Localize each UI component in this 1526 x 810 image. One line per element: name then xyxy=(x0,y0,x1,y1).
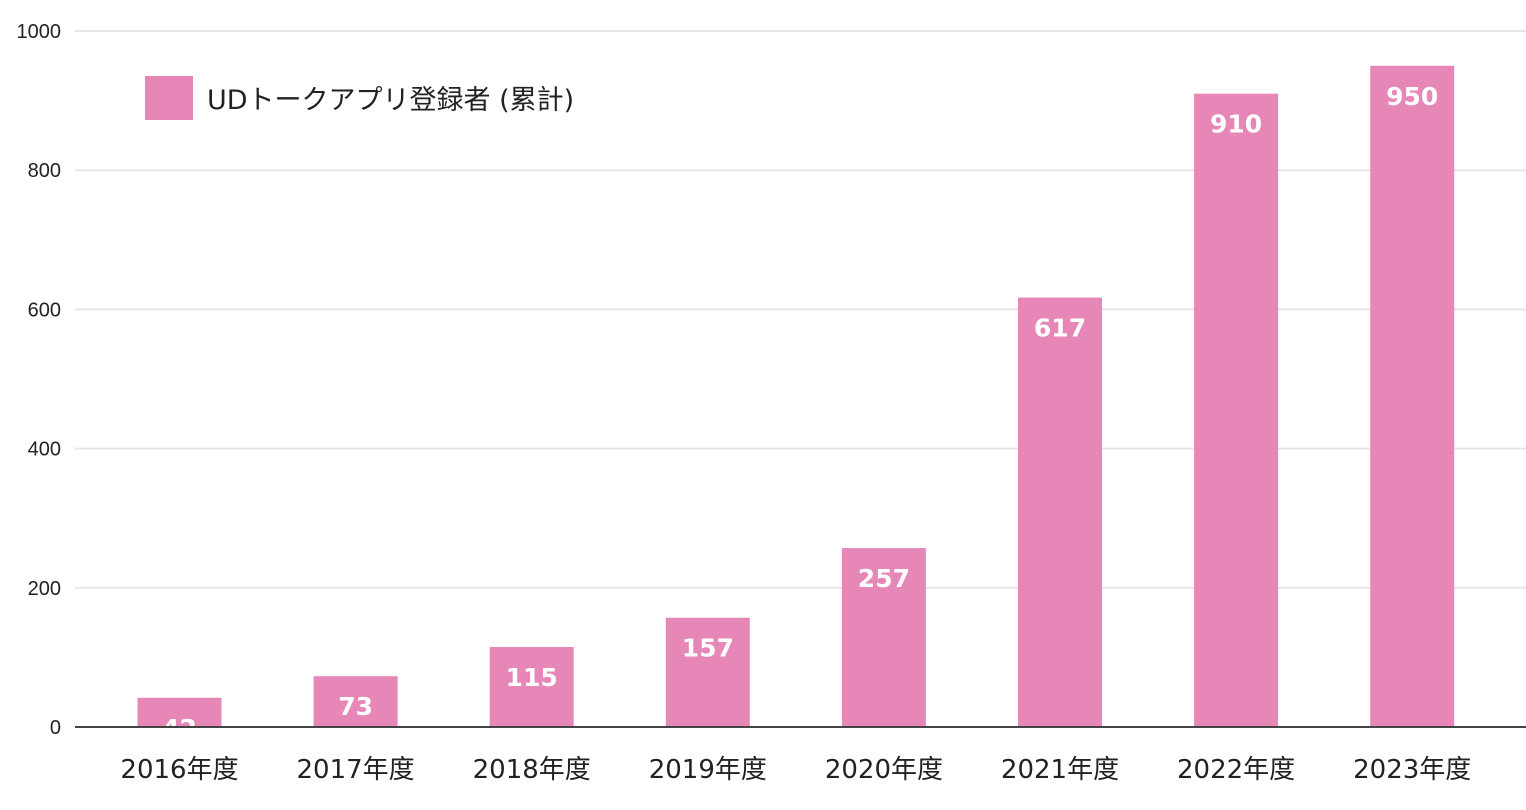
legend: UDトークアプリ登録者 (累計) xyxy=(145,76,574,120)
bar xyxy=(665,617,750,727)
y-tick-label: 800 xyxy=(28,160,61,182)
bar xyxy=(489,646,574,727)
x-tick-label: 2021年度 xyxy=(1001,755,1119,785)
bar xyxy=(1194,93,1279,727)
x-tick-label: 2023年度 xyxy=(1353,755,1471,785)
y-tick-label: 600 xyxy=(28,299,61,321)
bars-layer: 42 73 115 157 257 617 910 950 xyxy=(137,65,1455,743)
x-tick-label: 2016年度 xyxy=(120,755,238,785)
x-tick-label: 2020年度 xyxy=(825,755,943,785)
axis-layer: 0 200 400 600 800 1000 2016年度 2017年度 2018年度 2019年… xyxy=(17,21,1526,785)
data-label: 157 xyxy=(682,634,734,663)
y-tick-label: 0 xyxy=(50,717,61,739)
bar xyxy=(1018,297,1102,727)
legend-label: UDトークアプリ登録者 (累計) xyxy=(207,85,574,116)
bar xyxy=(137,697,222,727)
data-label: 73 xyxy=(338,692,373,721)
y-tick-label: 400 xyxy=(28,439,61,461)
data-label: 617 xyxy=(1034,314,1086,343)
data-label: 42 xyxy=(162,714,197,743)
data-label: 115 xyxy=(506,663,558,692)
legend-swatch xyxy=(145,76,193,120)
y-tick-label: 200 xyxy=(28,578,61,600)
y-tick-label: 1000 xyxy=(17,21,62,43)
data-label: 950 xyxy=(1386,82,1438,111)
data-label: 257 xyxy=(858,564,910,593)
grid-layer xyxy=(75,30,1526,589)
bar xyxy=(313,676,398,727)
x-tick-label: 2022年度 xyxy=(1177,755,1295,785)
data-label: 910 xyxy=(1210,110,1262,139)
x-tick-label: 2017年度 xyxy=(297,755,415,785)
x-tick-label: 2018年度 xyxy=(473,755,591,785)
x-tick-label: 2019年度 xyxy=(649,755,767,785)
bar xyxy=(1370,65,1455,728)
bar xyxy=(841,548,926,727)
